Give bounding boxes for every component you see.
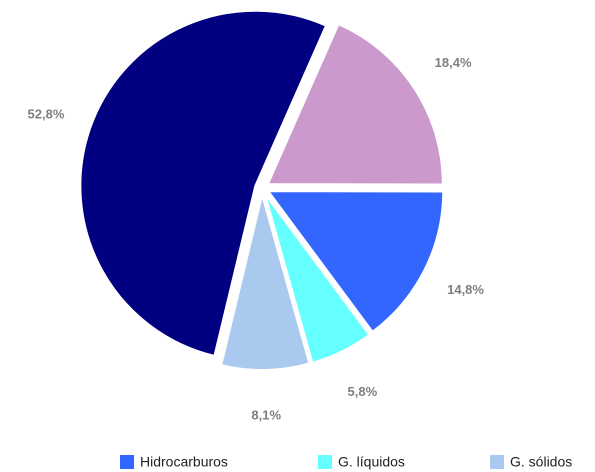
legend-label: G. líquidos xyxy=(338,454,405,470)
legend-label: Hidrocarburos xyxy=(140,454,228,470)
value-label: 5,8% xyxy=(348,384,378,399)
pie-slice xyxy=(266,190,445,334)
value-label: 18,4% xyxy=(435,55,472,70)
legend-label: G. sólidos xyxy=(510,454,572,470)
legend-marker xyxy=(490,455,504,469)
legend-marker xyxy=(120,455,134,469)
pie-slice xyxy=(264,193,371,365)
pie-slice xyxy=(219,191,311,371)
value-label: 14,8% xyxy=(447,282,484,297)
value-label: 52,8% xyxy=(28,106,65,121)
legend-marker xyxy=(318,455,332,469)
pie-slice xyxy=(266,22,444,186)
value-label: 8,1% xyxy=(251,407,281,422)
pie-slice xyxy=(79,9,328,358)
